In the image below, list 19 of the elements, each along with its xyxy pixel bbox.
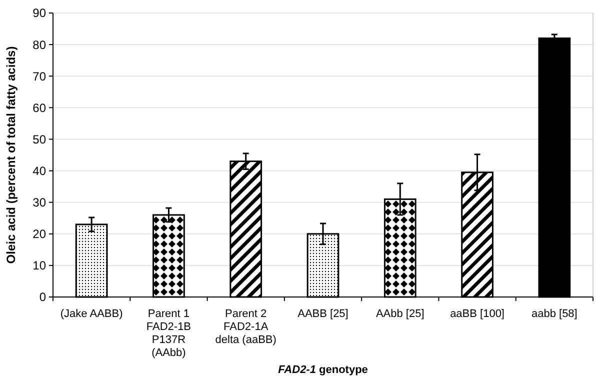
x-axis-title: FAD2-1 genotype	[278, 364, 368, 376]
y-tick-label: 70	[32, 69, 46, 84]
x-tick-label: aaBB [100]	[450, 308, 505, 320]
y-tick-label: 90	[32, 6, 46, 20]
x-tick-label: Parent 2 FAD2-1A delta (aaBB)	[215, 308, 276, 346]
y-tick-label: 60	[32, 100, 46, 115]
x-tick-label: Parent 1 FAD2-1B P137R (AAbb)	[146, 308, 192, 359]
y-tick-label: 10	[32, 258, 46, 273]
y-tick-label: 20	[32, 227, 46, 242]
x-tick-label: AAbb [25]	[376, 308, 424, 320]
y-tick-label: 50	[32, 132, 46, 146]
x-tick-label: (Jake AABB)	[60, 308, 123, 320]
y-tick-label: 30	[32, 196, 46, 210]
x-tick-label: AABB [25]	[298, 308, 348, 320]
y-tick-label: 80	[32, 38, 46, 52]
y-tick-label: 40	[32, 164, 46, 178]
y-tick-label: 0	[39, 290, 46, 304]
x-tick-label: aabb [58]	[531, 308, 578, 320]
y-axis-title: Oleic acid (percent of total fatty acids)	[4, 46, 18, 264]
